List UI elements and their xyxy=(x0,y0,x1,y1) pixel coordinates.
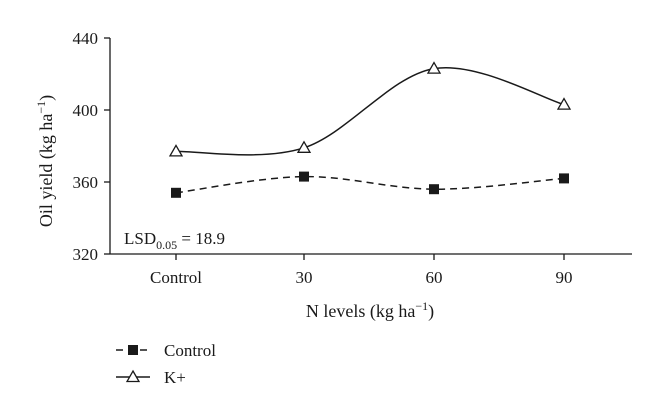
x-axis-title-sup: −1 xyxy=(415,299,428,313)
y-axis-title: Oil yield (kg ha−1) xyxy=(34,95,57,227)
x-axis-title-main: N levels (kg ha xyxy=(306,301,415,322)
y-axis-title-sup: −1 xyxy=(34,101,48,114)
legend-marker-kplus xyxy=(125,369,141,383)
y-tick-label: 400 xyxy=(73,101,99,120)
legend-item-kplus: K+ xyxy=(116,368,186,387)
x-axis-title-end: ) xyxy=(428,301,434,322)
data-point-control xyxy=(429,184,439,195)
legend: Control K+ xyxy=(116,341,216,387)
lsd-subscript: 0.05 xyxy=(156,238,177,252)
legend-marker-control xyxy=(128,345,138,355)
y-tick-label: 440 xyxy=(73,29,99,48)
y-tick-label: 360 xyxy=(73,173,99,192)
axes: 320 360 400 440 Control 30 60 90 xyxy=(73,29,632,287)
x-axis-title: N levels (kg ha−1) xyxy=(306,299,434,322)
y-tick-label: 320 xyxy=(73,245,99,264)
x-tick-label: Control xyxy=(150,268,202,287)
data-point-control xyxy=(299,171,309,182)
x-tick-label: 60 xyxy=(426,268,443,287)
y-axis-title-end: ) xyxy=(36,95,57,101)
data-point-kplus xyxy=(556,97,572,110)
data-point-kplus xyxy=(296,140,312,153)
series-line-kplus xyxy=(175,66,565,156)
y-axis-title-main: Oil yield (kg ha xyxy=(36,114,57,227)
legend-label-control: Control xyxy=(164,341,216,360)
x-tick-label: 30 xyxy=(296,268,313,287)
data-point-control xyxy=(171,187,181,198)
series-layer xyxy=(168,61,572,198)
x-tick-label: 90 xyxy=(556,268,573,287)
lsd-prefix: LSD xyxy=(124,229,156,248)
series-line-control xyxy=(175,175,565,194)
data-point-control xyxy=(559,173,569,184)
legend-label-kplus: K+ xyxy=(164,368,186,387)
lsd-suffix: = 18.9 xyxy=(177,229,225,248)
lsd-annotation: LSD0.05 = 18.9 xyxy=(124,229,225,252)
data-point-kplus xyxy=(168,144,184,157)
legend-item-control: Control xyxy=(116,341,216,360)
data-point-kplus xyxy=(426,61,442,74)
